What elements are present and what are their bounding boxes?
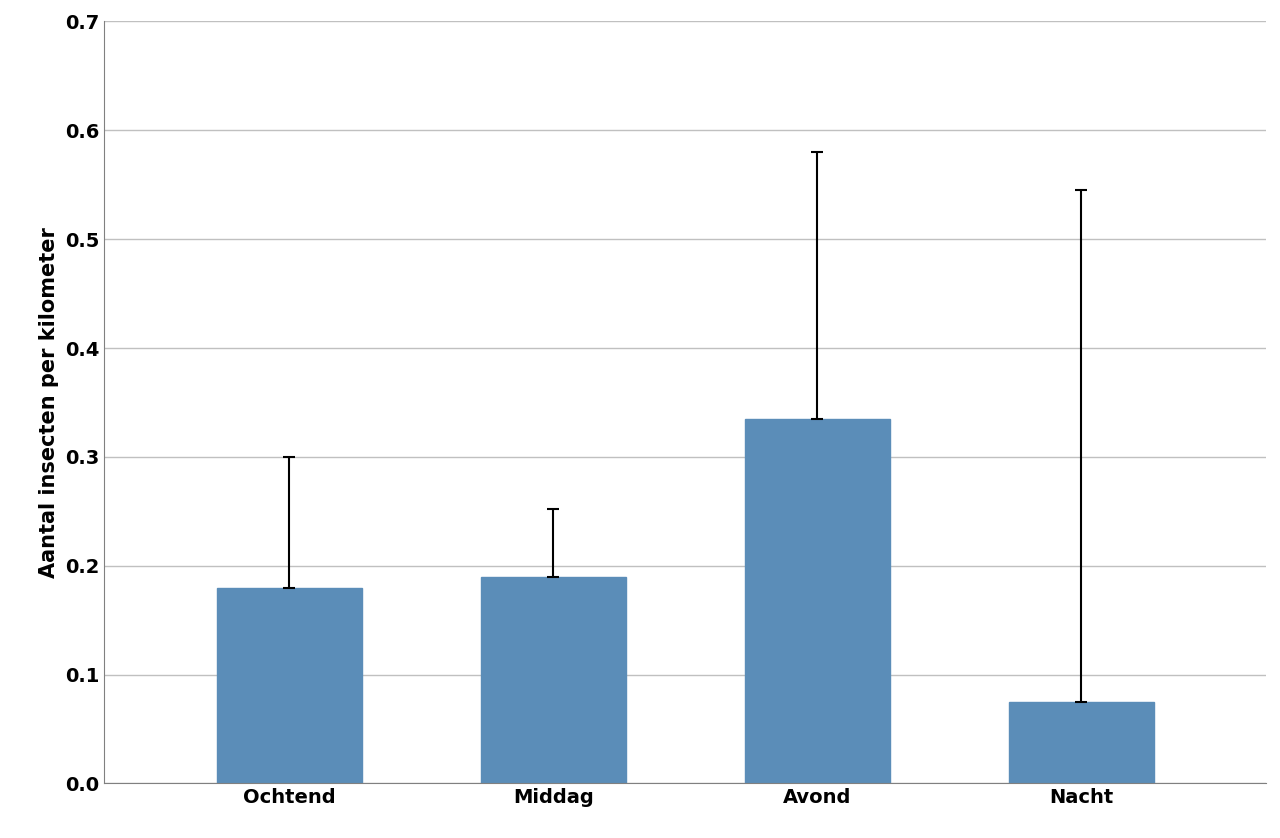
Bar <box>216 587 362 784</box>
Bar <box>745 419 890 784</box>
Bar <box>1009 702 1153 784</box>
Y-axis label: Aantal insecten per kilometer: Aantal insecten per kilometer <box>40 227 59 578</box>
Bar <box>480 577 626 784</box>
